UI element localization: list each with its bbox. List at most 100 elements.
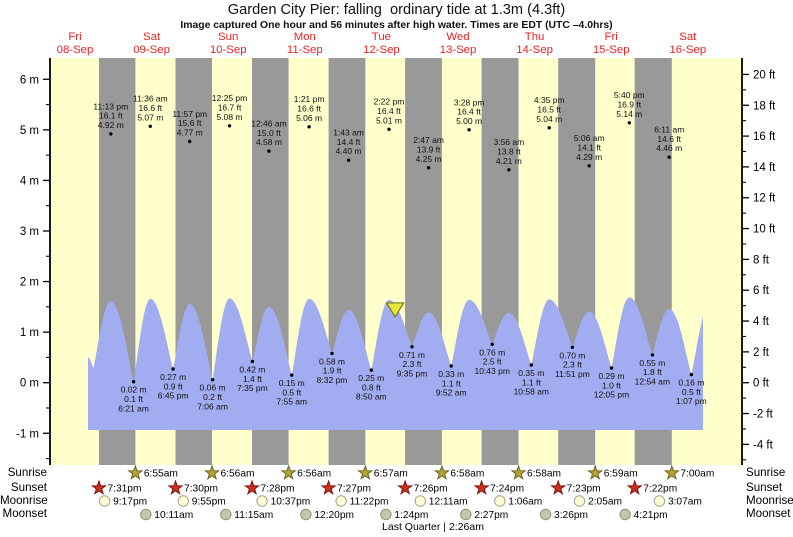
axis-label-left: 4 m <box>20 175 39 187</box>
tide-annotation-line: 1.1 ft <box>442 378 462 388</box>
tide-annotation-line: 4.92 m <box>98 120 124 130</box>
tide-annotation-line: 0.55 m <box>639 358 665 368</box>
sunset-time: 7:23pm <box>567 484 601 495</box>
tide-annotation-line: 11:57 pm <box>172 109 207 119</box>
tide-extreme-dot <box>131 380 136 384</box>
day-label-date: 15-Sep <box>593 44 630 56</box>
tide-annotation-line: 4.21 m <box>496 156 522 166</box>
moonset-circle-icon <box>140 508 152 521</box>
tide-extreme-dot <box>267 149 271 153</box>
tide-annotation-line: 14.4 ft <box>337 137 361 147</box>
moonset-time: 2:27pm <box>474 510 508 521</box>
tide-extreme-dot <box>290 373 294 377</box>
moonrise-time: 2:05am <box>588 497 622 508</box>
tide-annotation-line: 1:43 am <box>333 128 364 138</box>
sunset-star-icon <box>243 479 261 495</box>
tide-extreme-dot <box>387 127 391 131</box>
tide-annotation-line: 13.9 ft <box>417 144 441 154</box>
sunrise-time: 6:57am <box>374 469 408 480</box>
moonset-circle-icon <box>220 508 232 521</box>
sunrise-star-icon <box>663 464 680 480</box>
tide-annotation-line: 4.46 m <box>656 143 682 153</box>
tide-annotation-line: 0.76 m <box>479 347 505 357</box>
tide-annotation-line: 8:50 am <box>356 392 387 402</box>
day-label-date: 10-Sep <box>210 44 247 56</box>
moonrise-time: 12:11am <box>429 497 468 508</box>
tide-annotation-line: 0.15 m <box>279 378 305 388</box>
moonset-time: 4:21pm <box>634 510 668 521</box>
tide-extreme-dot <box>330 351 334 356</box>
tide-annotation-line: 14.1 ft <box>577 142 601 152</box>
moonrise-time: 9:17pm <box>113 497 147 508</box>
tide-annotation-line: 0.25 m <box>358 373 384 383</box>
tide-annotation-line: 11:36 am <box>133 94 168 104</box>
moonset-time: 12:20pm <box>314 510 354 521</box>
tide-annotation-line: 12:46 am <box>251 118 286 128</box>
tide-extreme-dot <box>570 345 575 349</box>
day-label-weekday: Fri <box>605 31 618 43</box>
tide-extreme-dot <box>449 364 453 368</box>
tide-annotation-line: 1.8 ft <box>643 367 663 377</box>
axis-label-left: -1 m <box>16 428 39 440</box>
tide-annotation-line: 5.04 m <box>536 114 562 124</box>
axis-label-right: 10 ft <box>753 224 776 236</box>
tide-annotation-line: 0.8 ft <box>362 382 382 392</box>
day-label-weekday: Mon <box>294 31 316 43</box>
axis-label-left: 0 m <box>20 378 39 390</box>
tide-extreme-dot <box>650 353 655 357</box>
tide-extreme-dot <box>250 359 255 364</box>
tide-annotation-line: 0.5 ft <box>282 387 302 397</box>
tide-area <box>88 297 703 430</box>
moonset-circle-icon <box>300 508 312 521</box>
moonset-time: 3:26pm <box>554 510 588 521</box>
sunset-time: 7:31pm <box>107 484 141 495</box>
tide-annotation-line: 16.6 ft <box>297 104 321 114</box>
tide-extreme-dot <box>410 345 414 349</box>
tide-extreme-dot <box>346 158 351 162</box>
moonrise-circle-icon <box>573 495 586 507</box>
moonrise-circle-icon <box>494 495 506 507</box>
tide-annotation-line: 0.33 m <box>438 369 464 379</box>
tide-annotation-line: 1.9 ft <box>323 366 343 376</box>
sunrise-time: 6:56am <box>221 469 255 480</box>
tide-extreme-dot <box>507 168 511 172</box>
moonrise-circle-icon <box>256 495 268 507</box>
tide-annotation-line: 12:25 pm <box>212 93 247 103</box>
tide-annotation-line: 5.08 m <box>217 112 243 122</box>
tide-extreme-dot <box>426 166 431 170</box>
day-label-weekday: Sun <box>218 31 238 43</box>
tide-annotation-line: 13.8 ft <box>497 147 521 157</box>
tide-annotation-line: 0.35 m <box>518 368 544 378</box>
sunrise-time: 6:58am <box>527 469 561 480</box>
tide-annotation-line: 6:21 am <box>118 403 149 413</box>
day-label-date: 13-Sep <box>440 44 477 56</box>
moonset-circle-icon <box>619 508 631 521</box>
tide-annotation-line: 5.14 m <box>616 109 642 119</box>
tide-annotation-line: 3:28 pm <box>454 97 485 107</box>
sunset-row-label-left: Sunset <box>10 481 47 494</box>
sunset-time: 7:22pm <box>643 484 677 495</box>
tide-extreme-dot <box>227 124 232 128</box>
tide-annotation-line: 0.71 m <box>399 350 425 360</box>
axis-label-right: 18 ft <box>753 100 776 112</box>
moonset-circle-icon <box>460 508 472 521</box>
day-label-weekday: Tue <box>372 31 391 43</box>
tide-annotation-line: 1.4 ft <box>243 374 263 384</box>
tide-annotation-line: 7:35 pm <box>237 383 268 393</box>
tide-extreme-dot <box>171 367 175 371</box>
tide-extreme-dot <box>188 139 192 144</box>
tide-annotation-line: 9:52 am <box>436 388 467 398</box>
moonrise-row-label-right: Moonrise <box>746 494 793 507</box>
tide-annotation-line: 14.6 ft <box>657 134 681 144</box>
tide-annotation-line: 4.25 m <box>416 154 442 164</box>
moonset-row-label-left: Moonset <box>2 507 47 520</box>
moonrise-time: 1:06am <box>508 497 542 508</box>
day-label-date: 16-Sep <box>669 44 706 56</box>
sunset-star-icon <box>473 479 490 495</box>
moonrise-circle-icon <box>98 495 111 507</box>
sunset-star-icon <box>90 479 107 495</box>
sunset-time: 7:30pm <box>184 484 218 495</box>
tide-extreme-dot <box>109 132 113 136</box>
